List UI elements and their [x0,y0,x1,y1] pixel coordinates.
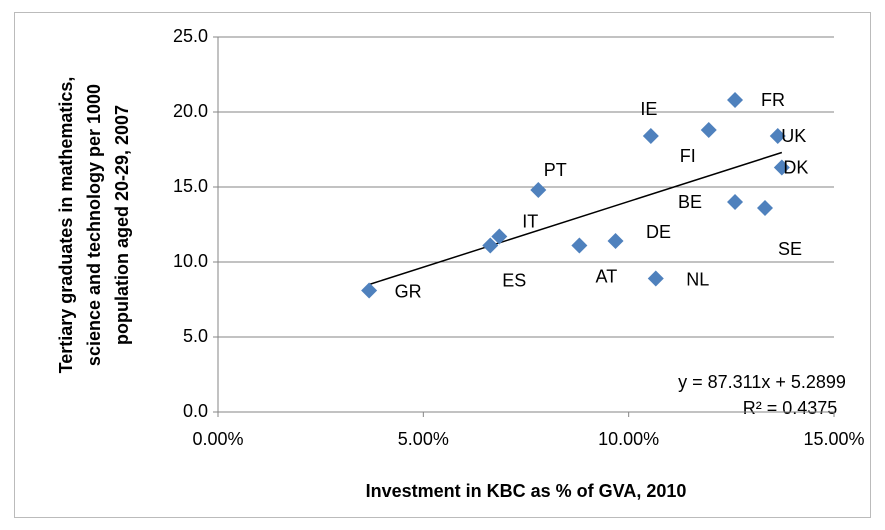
point [571,237,588,254]
point-label: FR [761,90,785,110]
point [491,228,508,245]
point-label: GR [395,281,422,301]
point [642,128,659,144]
y-tick-label: 5.0 [183,326,208,346]
point-label: SE [778,239,802,259]
point-label: AT [596,266,618,286]
point [773,159,790,176]
x-tick-label: 0.00% [192,429,243,449]
x-tick-label: 10.00% [598,429,659,449]
y-axis-title-line: Tertiary graduates in mathematics, [56,77,76,374]
y-axis-title-line: science and technology per 1000 [84,84,104,366]
point-label: UK [781,126,806,146]
trend-equation: y = 87.311x + 5.2899 [678,372,846,392]
point-label: PT [544,160,567,180]
point [700,122,717,138]
point-label: DK [783,157,808,177]
point [757,200,774,216]
y-tick-label: 20.0 [173,101,208,121]
point-label: IE [640,99,657,119]
x-tick-label: 5.00% [398,429,449,449]
chart-border [14,12,871,518]
y-tick-label: 25.0 [173,26,208,46]
x-tick-label: 15.00% [803,429,864,449]
point [482,237,499,254]
r-squared: R² = 0.4375 [743,398,838,418]
point-label: NL [686,269,709,289]
point [361,282,378,299]
y-tick-label: 15.0 [173,176,208,196]
y-tick-label: 10.0 [173,251,208,271]
point-label: FI [680,146,696,166]
point-label: BE [678,192,702,212]
y-tick-label: 0.0 [183,401,208,421]
y-axis-title-line: population aged 20-29, 2007 [112,105,132,345]
point [530,182,547,198]
point [727,194,744,210]
point-label: ES [502,270,526,290]
point [647,270,664,287]
point [727,92,744,108]
x-axis-title: Investment in KBC as % of GVA, 2010 [366,481,687,501]
point-label: DE [646,222,671,242]
point [769,128,786,144]
point-label: IT [522,211,538,231]
y-axis-title: Tertiary graduates in mathematics, scien… [56,77,132,374]
trendline [368,151,783,286]
point [607,233,624,249]
